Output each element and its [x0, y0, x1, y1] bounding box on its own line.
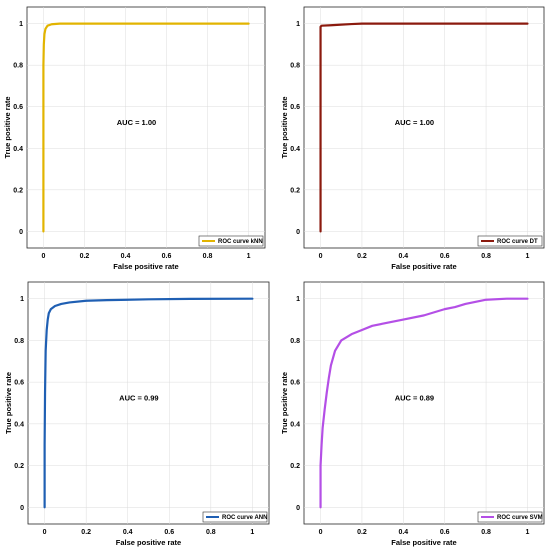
y-tick-label: 0.8	[14, 338, 24, 345]
y-tick-label: 0.4	[290, 421, 300, 428]
y-axis-label: True positive rate	[4, 372, 13, 434]
x-tick-label: 1	[525, 529, 529, 536]
legend-label: ROC curve SVM	[497, 515, 543, 521]
y-tick-label: 0.8	[290, 338, 300, 345]
auc-annotation: AUC = 0.99	[119, 394, 158, 403]
legend-label: ROC curve DT	[497, 239, 538, 245]
roc-chart-knn: 0 0.2 0.4 0.6 0.8 1 0 0.2 0.4 0.6 0.8 1 False positi…	[3, 6, 266, 271]
x-tick-label: 0.2	[80, 253, 90, 260]
x-tick-label: 1	[247, 253, 251, 260]
x-tick-label: 0.2	[81, 529, 91, 536]
legend-box	[477, 511, 543, 523]
y-tick-label: 0.4	[13, 146, 23, 153]
y-tick-label: 0.2	[13, 187, 23, 194]
legend-label: ROC curve kNN	[218, 239, 263, 245]
auc-annotation: AUC = 1.00	[117, 118, 156, 127]
roc-chart-svm: 0 0.2 0.4 0.6 0.8 1 0 0.2 0.4 0.6 0.8 1 False positi…	[280, 281, 545, 547]
y-tick-label: 0.6	[290, 380, 300, 387]
y-tick-label: 1	[296, 296, 300, 303]
x-axis-label: False positive rate	[116, 538, 181, 547]
y-tick-label: 1	[20, 296, 24, 303]
y-tick-label: 0.2	[290, 463, 300, 470]
x-tick-label: 0.8	[481, 529, 491, 536]
y-tick-label: 0	[19, 229, 23, 236]
legend-label: ROC curve ANN	[222, 515, 267, 521]
x-tick-label: 0.4	[398, 253, 408, 260]
legend-box	[202, 511, 268, 523]
legend: ROC curve ANN	[202, 511, 268, 523]
y-tick-label: 0.4	[14, 421, 24, 428]
y-axis-label: True positive rate	[280, 96, 289, 158]
auc-annotation: AUC = 1.00	[395, 118, 434, 127]
y-tick-label: 0.6	[290, 104, 300, 111]
roc-chart-ann: 0 0.2 0.4 0.6 0.8 1 0 0.2 0.4 0.6 0.8 1 False positi…	[4, 281, 270, 547]
y-tick-label: 0.2	[290, 187, 300, 194]
legend: ROC curve kNN	[198, 235, 264, 247]
x-axis-label: False positive rate	[391, 538, 456, 547]
x-tick-label: 0.6	[440, 529, 450, 536]
roc-curve-ann	[43, 297, 254, 509]
x-tick-label: 0.8	[481, 253, 491, 260]
y-tick-label: 0	[296, 505, 300, 512]
x-tick-label: 0.6	[164, 529, 174, 536]
y-tick-label: 0.4	[290, 146, 300, 153]
roc-chart-dt: 0 0.2 0.4 0.6 0.8 1 0 0.2 0.4 0.6 0.8 1 False positi…	[280, 6, 545, 271]
y-tick-label: 0.6	[14, 380, 24, 387]
roc-curve-svm	[319, 297, 529, 509]
y-tick-label: 1	[296, 21, 300, 28]
x-tick-label: 1	[525, 253, 529, 260]
y-tick-label: 0.8	[13, 63, 23, 70]
legend: ROC curve DT	[477, 235, 543, 247]
auc-annotation: AUC = 0.89	[395, 394, 434, 403]
plot-area	[26, 6, 266, 249]
y-tick-label: 1	[19, 21, 23, 28]
x-tick-label: 1	[250, 529, 254, 536]
x-tick-label: 0	[319, 253, 323, 260]
x-tick-label: 0.4	[398, 529, 408, 536]
x-axis-label: False positive rate	[391, 262, 456, 271]
x-tick-label: 0.8	[206, 529, 216, 536]
roc-curve-knn	[42, 22, 250, 233]
y-tick-label: 0.8	[290, 63, 300, 70]
y-tick-label: 0	[296, 229, 300, 236]
plot-area	[303, 6, 545, 249]
x-axis-label: False positive rate	[113, 262, 178, 271]
legend-box	[477, 235, 543, 247]
x-tick-label: 0.6	[162, 253, 172, 260]
y-axis-label: True positive rate	[3, 96, 12, 158]
x-tick-label: 0.8	[203, 253, 213, 260]
roc-curve-dt	[319, 22, 529, 233]
legend: ROC curve SVM	[477, 511, 543, 523]
x-tick-label: 0.4	[121, 253, 131, 260]
y-tick-label: 0	[20, 505, 24, 512]
x-tick-label: 0	[43, 529, 47, 536]
plot-area	[303, 281, 545, 525]
x-tick-label: 0.2	[357, 253, 367, 260]
x-tick-label: 0.4	[123, 529, 133, 536]
y-tick-label: 0.2	[14, 463, 24, 470]
plot-area	[27, 281, 270, 525]
x-tick-label: 0	[41, 253, 45, 260]
y-axis-label: True positive rate	[280, 372, 289, 434]
x-tick-label: 0.6	[440, 253, 450, 260]
legend-box	[198, 235, 264, 247]
y-tick-label: 0.6	[13, 104, 23, 111]
x-tick-label: 0.2	[357, 529, 367, 536]
x-tick-label: 0	[319, 529, 323, 536]
